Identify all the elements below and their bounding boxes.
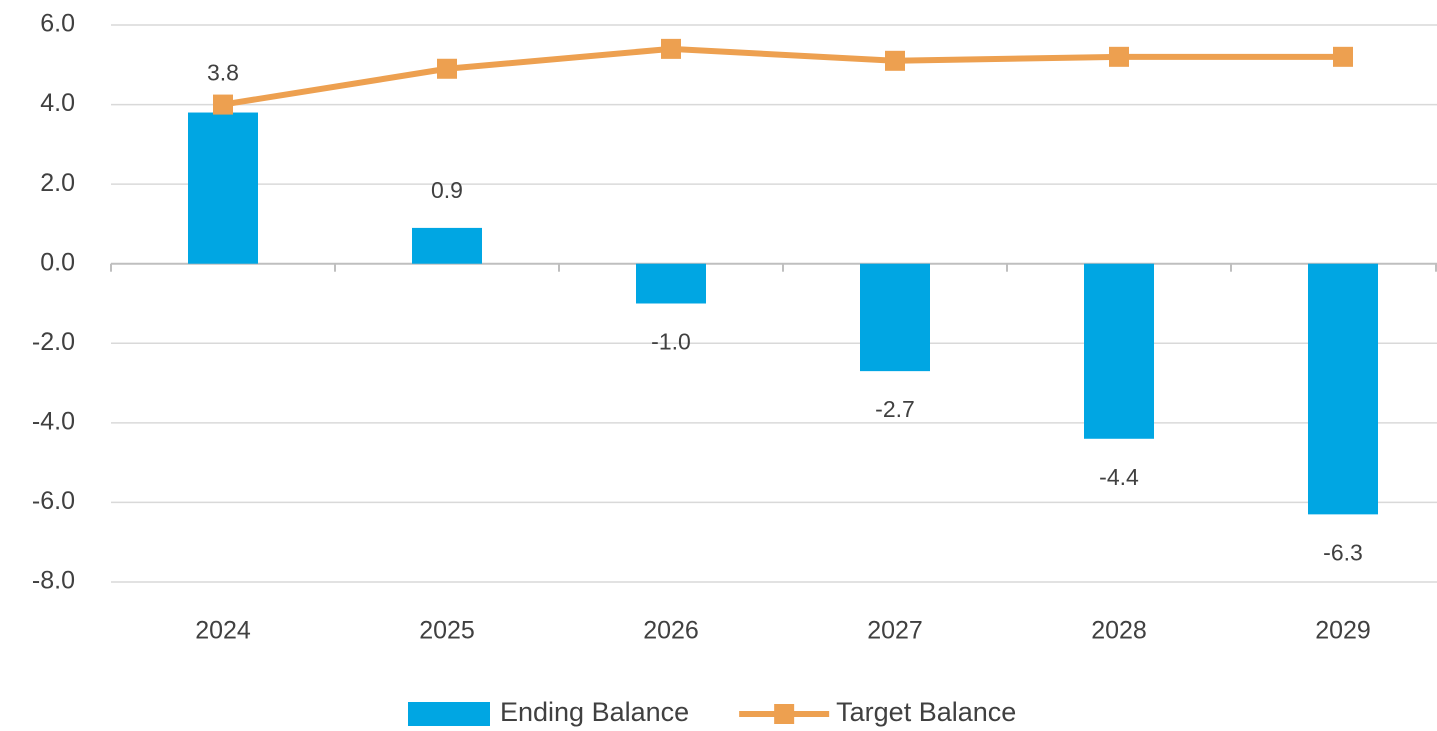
y-tick-label: 0.0 — [40, 248, 75, 276]
y-tick-label: 4.0 — [40, 89, 75, 117]
bar — [1308, 263, 1378, 515]
bar — [188, 112, 258, 264]
bar — [412, 227, 482, 264]
bar — [636, 263, 706, 304]
x-tick-label: 2029 — [1315, 617, 1371, 645]
y-tick-label: -8.0 — [32, 567, 75, 595]
line-marker — [885, 50, 905, 71]
y-tick-label: 6.0 — [40, 10, 75, 38]
y-tick-label: -6.0 — [32, 487, 75, 515]
bar — [860, 263, 930, 372]
line-marker — [1109, 46, 1129, 67]
x-tick-label: 2024 — [195, 617, 251, 645]
line — [222, 45, 1343, 108]
line-marker — [213, 94, 233, 115]
y-tick-label: 2.0 — [40, 169, 75, 197]
line-marker — [1333, 46, 1353, 67]
data-label: 0.9 — [431, 177, 463, 203]
y-tick-label: -4.0 — [32, 407, 75, 435]
y-tick-label: -2.0 — [32, 328, 75, 356]
data-label: -1.0 — [651, 329, 691, 355]
legend-swatch — [408, 702, 490, 726]
data-label: 3.8 — [207, 60, 239, 86]
data-label: -2.7 — [875, 396, 915, 422]
legend-label: Target Balance — [836, 697, 1016, 727]
legend-label: Ending Balance — [500, 697, 689, 727]
x-tick-label: 2025 — [419, 617, 475, 645]
line-marker — [437, 58, 457, 79]
bar — [1084, 263, 1154, 439]
data-label: -6.3 — [1323, 539, 1363, 565]
x-tick-label: 2027 — [867, 617, 923, 645]
legend-swatch — [774, 704, 795, 724]
x-tick-label: 2026 — [643, 617, 699, 645]
data-label: -4.4 — [1099, 464, 1139, 490]
line-marker — [661, 38, 681, 59]
x-tick-label: 2028 — [1091, 617, 1147, 645]
